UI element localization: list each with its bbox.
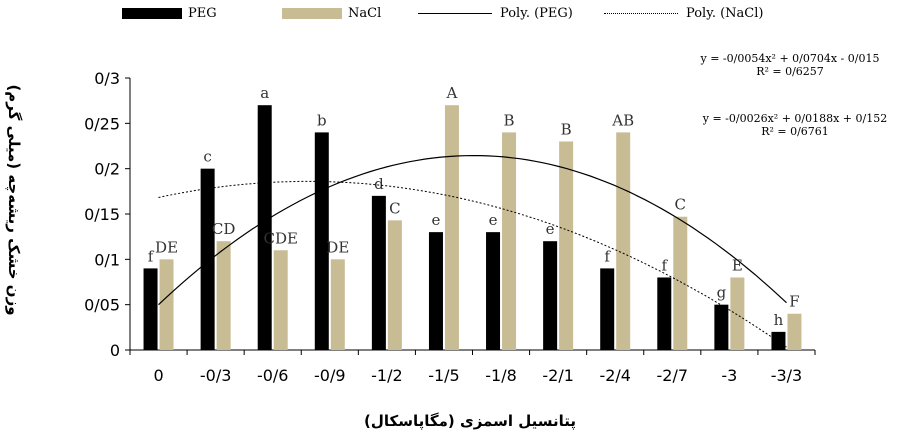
trend-equation-nacl: y = -0/0026x² + 0/0188x + 0/152 R² = 0/6… [690,112,900,138]
significance-letter-peg: f [148,247,155,265]
bar-nacl [616,132,631,350]
bar-nacl [787,313,802,350]
y-axis-label: وزن خشک ریشه‌چه (میلی گرم) [5,84,23,316]
bar-peg [771,331,786,350]
significance-letter-peg: f [604,247,611,265]
legend-line-poly-nacl [604,13,678,14]
x-tick-label: -2/4 [599,366,631,385]
significance-letter-peg: e [489,211,498,229]
significance-letter-peg: e [546,220,555,238]
trend-equation-peg-formula: y = -0/0054x² + 0/0704x - 0/015 [700,52,880,65]
legend-label-nacl: NaCl [348,6,382,21]
legend-item-nacl: NaCl [282,6,381,21]
significance-letter-nacl: DE [155,238,178,256]
significance-letter-nacl: E [732,256,743,274]
significance-letter-peg: h [774,311,784,329]
bars [143,105,802,350]
significance-letter-nacl: C [675,196,686,214]
significance-letter-nacl: DE [326,238,349,256]
x-tick-label: -3/3 [771,366,803,385]
bar-peg [200,168,215,350]
significance-letter-peg: d [374,175,384,193]
bar-peg [314,132,329,350]
significance-letter-nacl: AB [611,111,634,129]
bar-peg [543,241,558,350]
legend-item-peg: PEG [122,6,217,21]
bar-nacl [216,241,231,350]
y-tick-label: 0/15 [84,205,120,224]
significance-letter-peg: a [260,84,269,102]
bar-nacl [330,259,345,350]
significance-letter-peg: f [662,256,669,274]
significance-letter-nacl: CDE [263,229,297,247]
legend-item-poly-peg: Poly. (PEG) [418,6,573,21]
x-tick-label: -1/2 [371,366,403,385]
bar-peg [657,277,672,350]
significance-letter-peg: b [317,111,327,129]
trend-equation-peg-r2: R² = 0/6257 [756,65,824,78]
trend-equation-nacl-r2: R² = 0/6761 [761,125,829,138]
legend-label-poly-peg: Poly. (PEG) [500,6,573,21]
significance-letter-nacl: F [789,293,799,311]
x-tick-label: -0/9 [314,366,346,385]
x-tick-label: -0/3 [200,366,232,385]
legend-label-peg: PEG [188,6,217,21]
bar-nacl [559,141,574,350]
x-tick-label: -2/1 [542,366,574,385]
bar-peg [486,232,501,350]
trend-equation-peg: y = -0/0054x² + 0/0704x - 0/015 R² = 0/6… [690,52,890,78]
legend-swatch-nacl [282,8,342,19]
x-tick-label: -1/5 [428,366,460,385]
axes: 0 0/05 0/1 0/15 0/2 0/25 0/3 0 -0/3 -0/6 -0/9 -1/2 -… [84,69,816,385]
bar-nacl [273,250,288,350]
bar-nacl [387,220,402,350]
x-tick-label: -0/6 [257,366,289,385]
y-tick-label: 0/1 [94,250,120,269]
significance-letter-nacl: B [504,111,515,129]
significance-letter-nacl: CD [212,220,236,238]
bar-peg [371,195,386,350]
trendline-nacl [158,180,787,348]
bar-nacl [159,259,174,350]
legend-line-poly-peg [418,13,492,14]
x-tick-label: -1/8 [485,366,517,385]
legend-swatch-peg [122,8,182,19]
x-tick-label: -3 [721,366,737,385]
bar-peg [714,304,729,350]
significance-letter-nacl: C [389,199,400,217]
bar-nacl [502,132,517,350]
bar-nacl [444,105,459,350]
trendline-peg [158,155,787,306]
trend-equation-nacl-formula: y = -0/0026x² + 0/0188x + 0/152 [702,112,888,125]
bar-peg [428,232,443,350]
x-tick-label: 0 [153,366,163,385]
bar-peg [143,268,158,350]
y-tick-label: 0/3 [94,69,120,88]
bar-peg [257,105,272,350]
bar-nacl [673,216,688,350]
bar-nacl [730,277,745,350]
significance-letter-peg: g [717,284,727,302]
significance-letter-peg: c [203,148,211,166]
y-tick-label: 0 [110,341,120,360]
trendlines [158,155,787,348]
y-tick-label: 0/25 [84,114,120,133]
significance-letter-peg: e [432,211,441,229]
y-tick-label: 0/05 [84,296,120,315]
significance-letter-nacl: A [446,84,458,102]
legend-item-poly-nacl: Poly. (NaCl) [604,6,763,21]
significance-letter-nacl: B [561,120,572,138]
bar-peg [600,268,615,350]
y-tick-label: 0/2 [94,160,120,179]
legend-label-poly-nacl: Poly. (NaCl) [686,6,764,21]
x-axis-label: پتانسیل اسمزی (مگاپاسکال) [363,412,577,430]
legend: PEG NaCl Poly. (PEG) Poly. (NaCl) [0,6,903,30]
x-tick-label: -2/7 [657,366,689,385]
